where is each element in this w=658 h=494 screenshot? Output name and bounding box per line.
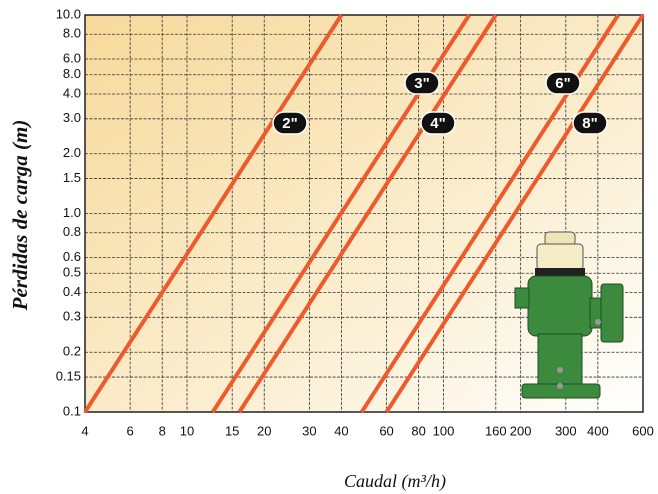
y-tick-label: 0.8 (63, 224, 81, 239)
x-tick-label: 10 (180, 423, 194, 438)
x-tick-label: 80 (411, 423, 425, 438)
x-tick-label: 100 (433, 423, 455, 438)
x-tick-label: 600 (632, 423, 654, 438)
y-tick-label: 0.2 (63, 344, 81, 359)
x-tick-label: 4 (81, 423, 88, 438)
y-tick-label: 8.0 (63, 66, 81, 81)
y-tick-label: 0.1 (63, 403, 81, 418)
x-tick-label: 30 (302, 423, 316, 438)
legend-label: 4" (430, 115, 445, 132)
x-axis-title: Caudal (m³/h) (344, 471, 446, 492)
x-tick-label: 20 (257, 423, 271, 438)
y-tick-label: 0.15 (56, 368, 81, 383)
legend-label: 6" (555, 75, 570, 92)
y-tick-label: 3.0 (63, 110, 81, 125)
y-tick-label: 0.4 (63, 284, 81, 299)
y-tick-label: 1.5 (63, 170, 81, 185)
y-tick-label: 6.0 (63, 50, 81, 65)
x-tick-label: 8 (159, 423, 166, 438)
y-tick-label: 10.0 (56, 6, 81, 21)
x-tick-label: 300 (555, 423, 577, 438)
y-tick-label: 1.0 (63, 205, 81, 220)
y-tick-label: 0.3 (63, 309, 81, 324)
x-tick-label: 200 (510, 423, 532, 438)
y-tick-label: 8.0 (63, 26, 81, 41)
legend-label: 8" (582, 115, 597, 132)
legend-label: 2" (282, 115, 297, 132)
y-tick-label: 0.6 (63, 249, 81, 264)
legend-label: 3" (414, 75, 429, 92)
x-tick-label: 15 (225, 423, 239, 438)
x-tick-label: 160 (485, 423, 507, 438)
y-tick-label: 4.0 (63, 85, 81, 100)
x-tick-label: 60 (379, 423, 393, 438)
y-tick-label: 2.0 (63, 145, 81, 160)
x-tick-label: 400 (587, 423, 609, 438)
x-tick-label: 40 (334, 423, 348, 438)
chart: 10.08.06.08.04.03.02.01.51.00.80.60.50.4… (0, 0, 658, 494)
y-axis-title: Pérdidas de carga (m) (8, 120, 32, 312)
x-tick-label: 6 (127, 423, 134, 438)
y-tick-label: 0.5 (63, 265, 81, 280)
